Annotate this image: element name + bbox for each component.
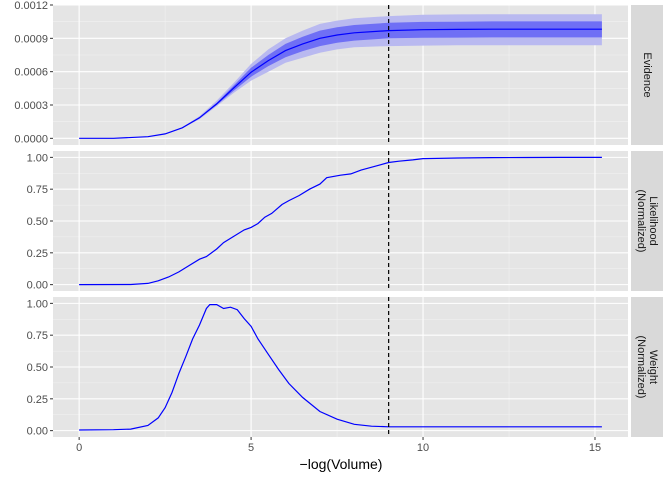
facet-strip <box>631 151 663 291</box>
facet-strip-label: Likelihood <box>647 196 659 246</box>
series-line <box>79 304 602 431</box>
y-tick-label: 1.00 <box>27 298 48 310</box>
facet-strip-label: (Normalized) <box>635 190 647 253</box>
series-line <box>79 156 602 286</box>
facet-strip <box>631 5 663 145</box>
x-tick-label: 15 <box>589 442 601 454</box>
y-tick-label: 0.50 <box>27 216 48 228</box>
y-tick-label: 0.0006 <box>14 67 48 79</box>
y-tick-label: 0.0012 <box>14 0 48 12</box>
facet-strip-label: Evidence <box>641 52 653 97</box>
y-tick-label: 0.00 <box>27 280 48 292</box>
facet-strip-label: Weight <box>647 350 659 384</box>
y-tick-label: 0.75 <box>27 330 48 342</box>
series-line <box>79 28 602 139</box>
y-tick-label: 0.00 <box>27 426 48 438</box>
panel-3: 0.00 0.25 0.50 0.75 1.00 Weight(Normalized) <box>27 297 663 438</box>
y-tick-label: 0.50 <box>27 362 48 374</box>
outer-uncertainty-band <box>79 14 602 139</box>
y-tick-label: 0.0003 <box>14 100 48 112</box>
y-tick-label: 0.75 <box>27 184 48 196</box>
y-tick-label: 0.25 <box>27 394 48 406</box>
facet-strip-label: (Normalized) <box>635 336 647 399</box>
y-tick-label: 0.0009 <box>14 33 48 45</box>
panels-layer: 0.00000.00030.00060.00090.0012Evidence0.… <box>14 0 663 438</box>
facet-strip <box>631 297 663 437</box>
x-axis-title: −log(Volume) <box>300 456 383 472</box>
y-tick-label: 1.00 <box>27 152 48 164</box>
x-axis: −log(Volume) 0 5 10 15 <box>76 437 601 472</box>
x-tick-label: 0 <box>76 442 82 454</box>
panel-1: 0.0000 0.0003 0.0006 0.0009 0.0012 Evidence <box>14 0 663 145</box>
x-tick-label: 5 <box>248 442 254 454</box>
y-tick-label: 0.25 <box>27 248 48 260</box>
x-tick-label: 10 <box>417 442 429 454</box>
y-tick-label: 0.0000 <box>14 133 48 145</box>
panel-2: 0.00 0.25 0.50 0.75 1.00 Likelihood(Normalize… <box>27 151 663 292</box>
